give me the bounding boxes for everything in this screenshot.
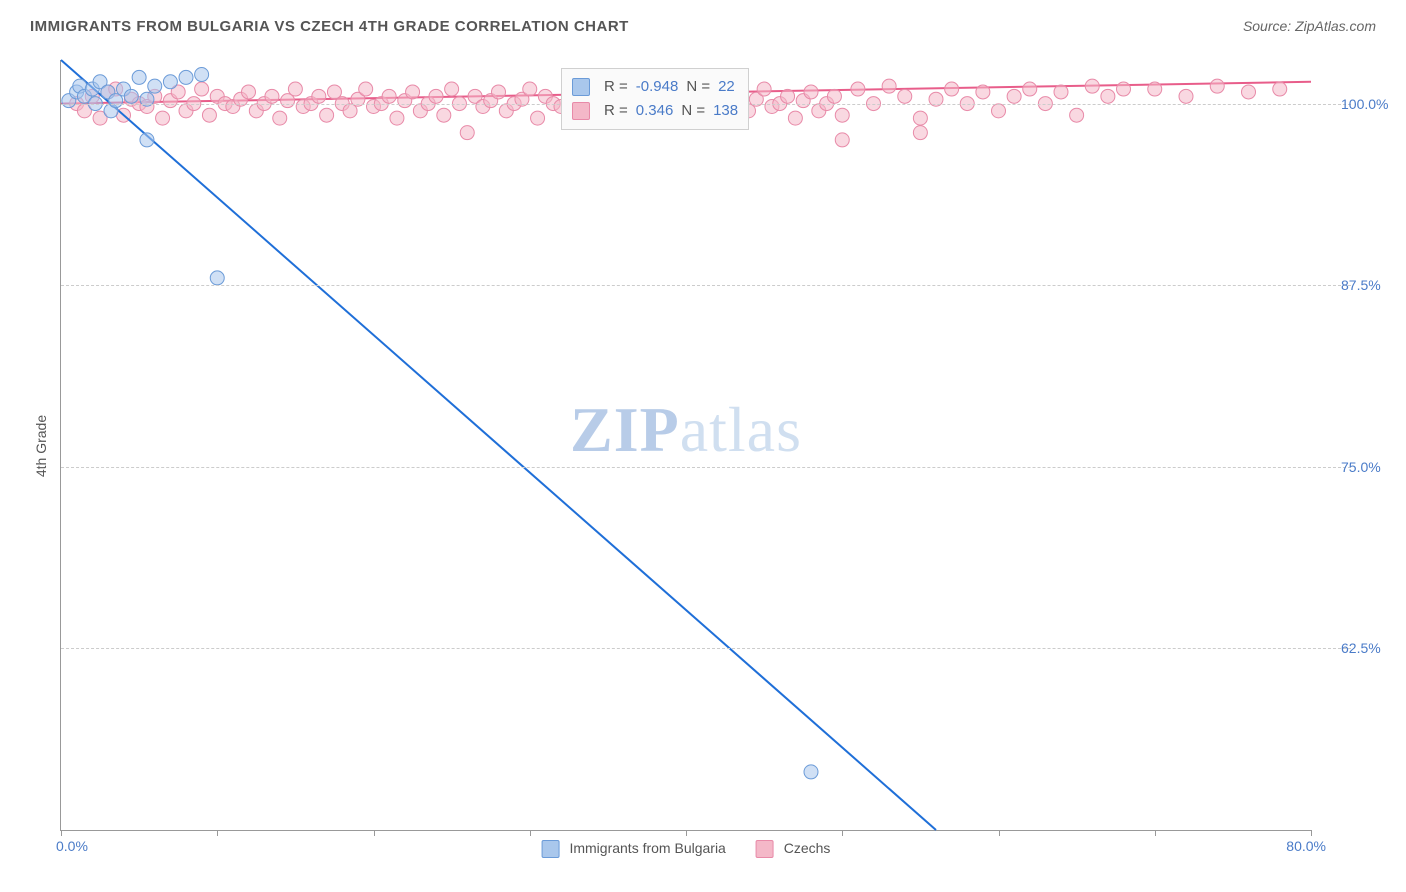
data-point: [242, 85, 256, 99]
data-point: [804, 765, 818, 779]
data-point: [913, 111, 927, 125]
legend-row-bulgaria: R = -0.948 N = 22: [572, 75, 738, 99]
data-point: [1179, 89, 1193, 103]
swatch-czechs-icon: [756, 840, 774, 858]
data-point: [781, 89, 795, 103]
data-point: [1085, 79, 1099, 93]
data-point: [359, 82, 373, 96]
y-axis-label: 4th Grade: [33, 415, 49, 477]
data-point: [179, 70, 193, 84]
data-point: [1273, 82, 1287, 96]
data-point: [312, 89, 326, 103]
data-point: [523, 82, 537, 96]
data-point: [1210, 79, 1224, 93]
legend-row-czechs: R = 0.346 N = 138: [572, 99, 738, 123]
data-point: [1023, 82, 1037, 96]
y-tick-label: 62.5%: [1341, 640, 1401, 656]
data-point: [531, 111, 545, 125]
data-point: [851, 82, 865, 96]
data-point: [804, 85, 818, 99]
legend-item-bulgaria: Immigrants from Bulgaria: [542, 840, 726, 858]
data-point: [406, 85, 420, 99]
chart-title: IMMIGRANTS FROM BULGARIA VS CZECH 4TH GR…: [30, 18, 629, 35]
plot-area: ZIPatlas 62.5%75.0%87.5%100.0% 0.0% 80.0…: [60, 60, 1311, 831]
data-point: [390, 111, 404, 125]
data-point: [1054, 85, 1068, 99]
data-point: [445, 82, 459, 96]
data-point: [1148, 82, 1162, 96]
bottom-legend: Immigrants from Bulgaria Czechs: [542, 840, 831, 858]
data-point: [148, 79, 162, 93]
data-point: [1117, 82, 1131, 96]
data-point: [1101, 89, 1115, 103]
x-end-label: 80.0%: [1286, 838, 1326, 854]
chart-svg: [61, 60, 1311, 830]
y-tick-label: 100.0%: [1341, 96, 1401, 112]
data-point: [288, 82, 302, 96]
data-point: [976, 85, 990, 99]
data-point: [210, 271, 224, 285]
data-point: [460, 126, 474, 140]
source-label: Source: ZipAtlas.com: [1243, 18, 1376, 34]
data-point: [882, 79, 896, 93]
data-point: [898, 89, 912, 103]
data-point: [124, 89, 138, 103]
x-start-label: 0.0%: [56, 838, 88, 854]
data-point: [437, 108, 451, 122]
data-point: [827, 89, 841, 103]
data-point: [429, 89, 443, 103]
data-point: [1007, 89, 1021, 103]
y-tick-label: 75.0%: [1341, 459, 1401, 475]
y-tick-label: 87.5%: [1341, 277, 1401, 293]
data-point: [320, 108, 334, 122]
data-point: [195, 82, 209, 96]
data-point: [945, 82, 959, 96]
data-point: [492, 85, 506, 99]
data-point: [835, 133, 849, 147]
data-point: [140, 133, 154, 147]
data-point: [913, 126, 927, 140]
data-point: [1070, 108, 1084, 122]
data-point: [1242, 85, 1256, 99]
swatch-bulgaria-icon: [542, 840, 560, 858]
data-point: [156, 111, 170, 125]
data-point: [132, 70, 146, 84]
data-point: [835, 108, 849, 122]
data-point: [757, 82, 771, 96]
data-point: [788, 111, 802, 125]
correlation-legend: R = -0.948 N = 22 R = 0.346 N = 138: [561, 68, 749, 130]
data-point: [992, 104, 1006, 118]
data-point: [265, 89, 279, 103]
data-point: [273, 111, 287, 125]
data-point: [202, 108, 216, 122]
trend-line: [61, 60, 936, 830]
data-point: [195, 68, 209, 82]
legend-item-czechs: Czechs: [756, 840, 831, 858]
swatch-bulgaria: [572, 78, 590, 96]
data-point: [163, 75, 177, 89]
swatch-czechs: [572, 102, 590, 120]
data-point: [382, 89, 396, 103]
